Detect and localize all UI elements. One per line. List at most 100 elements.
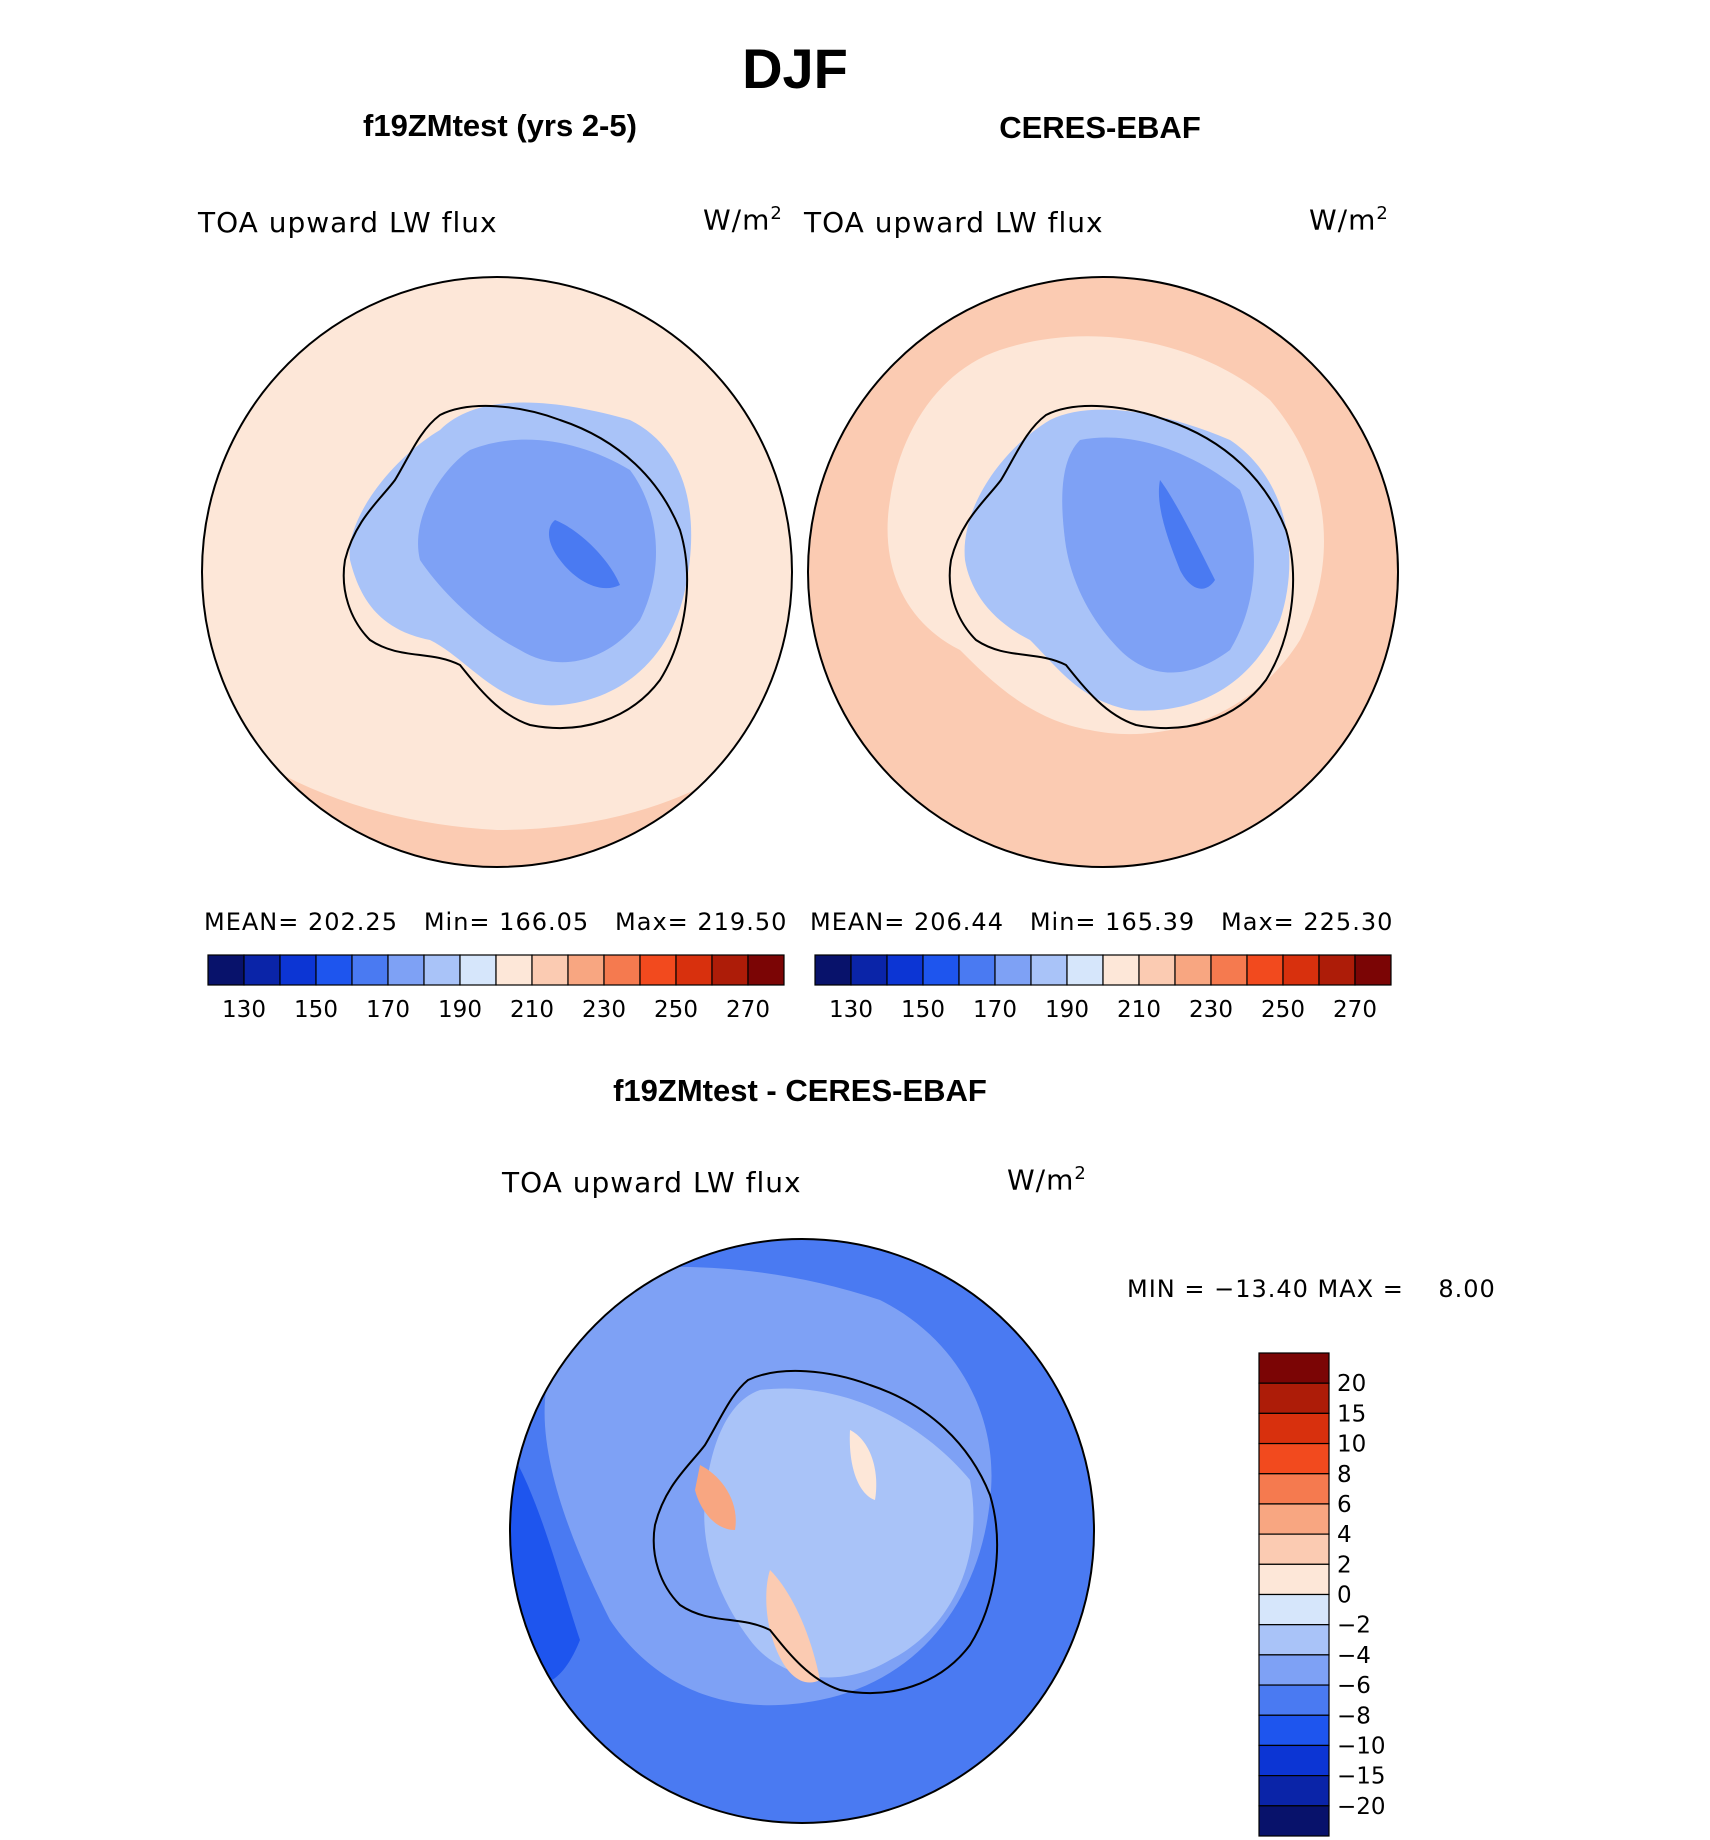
colorbar-swatch — [1258, 1714, 1330, 1747]
left-antarctica-coast — [342, 404, 689, 729]
colorbar-swatch — [958, 954, 996, 986]
right-map-border — [807, 276, 1399, 868]
diff-ross-high — [766, 1570, 820, 1683]
left-map-border — [201, 276, 793, 868]
colorbar-swatch — [1318, 954, 1356, 986]
right-antarctica-coast — [948, 404, 1295, 729]
colorbar-swatch — [1258, 1744, 1330, 1777]
colorbar-swatch — [994, 954, 1032, 986]
colorbar-tick-label: 170 — [366, 997, 410, 1023]
left-colorbar: 130 150 170 190 210 230 250 270 — [207, 954, 785, 1023]
colorbar-swatch — [850, 954, 888, 986]
diff-peninsula-high — [695, 1465, 736, 1530]
colorbar-tick-label: 0 — [1337, 1583, 1352, 1609]
colorbar-swatch — [1138, 954, 1176, 986]
diff-plateau-high — [849, 1430, 877, 1500]
left-stats: MEAN= 202.25 Min= 166.05 Max= 219.50 — [204, 908, 788, 936]
colorbar-swatch — [1258, 1624, 1330, 1656]
colorbar-tick-label: 250 — [654, 997, 698, 1023]
right-stats: MEAN= 206.44 Min= 165.39 Max= 225.30 — [810, 908, 1394, 936]
colorbar-tick-label: −6 — [1337, 1673, 1371, 1699]
colorbar-swatch — [1354, 954, 1392, 986]
colorbar-tick-label: 270 — [726, 997, 770, 1023]
colorbar-tick-label: 210 — [510, 997, 554, 1023]
colorbar-swatch — [243, 954, 281, 986]
colorbar-swatch — [711, 954, 749, 986]
colorbar-swatch — [1258, 1805, 1330, 1837]
colorbar-tick-label: 150 — [901, 997, 945, 1023]
right-units-label: W/m2 — [1309, 203, 1389, 237]
right-ice-min — [1158, 480, 1215, 589]
colorbar-tick-label: 210 — [1117, 997, 1161, 1023]
colorbar-swatch — [1282, 954, 1320, 986]
colorbar-swatch — [1258, 1352, 1330, 1384]
colorbar-swatch — [1102, 954, 1140, 986]
colorbar-swatch — [1258, 1654, 1330, 1686]
right-ice-core — [1062, 437, 1254, 673]
diff-antarctica-coast — [652, 1369, 999, 1694]
left-variable-label: TOA upward LW flux — [198, 206, 498, 239]
colorbar-swatch — [603, 954, 641, 986]
left-units-label: W/m2 — [703, 203, 783, 237]
left-ice-core — [418, 439, 657, 663]
colorbar-swatch — [459, 954, 497, 986]
colorbar-swatch — [1174, 954, 1212, 986]
diff-stats: MIN = −13.40 MAX = 8.00 — [1127, 1275, 1496, 1303]
colorbar-swatch — [315, 954, 353, 986]
colorbar-tick-label: 150 — [294, 997, 338, 1023]
colorbar-tick-label: −4 — [1337, 1643, 1371, 1669]
colorbar-tick-label: 10 — [1337, 1432, 1366, 1458]
colorbar-tick-label: 130 — [829, 997, 873, 1023]
colorbar-swatch — [351, 954, 389, 986]
colorbar-tick-label: 250 — [1261, 997, 1305, 1023]
colorbar-swatch — [886, 954, 924, 986]
colorbar-swatch — [1210, 954, 1248, 986]
colorbar-swatch — [1066, 954, 1104, 986]
colorbar-swatch — [747, 954, 785, 986]
left-panel-title: f19ZMtest (yrs 2-5) — [363, 108, 637, 143]
colorbar-swatch — [675, 954, 713, 986]
colorbar-tick-label: 20 — [1337, 1371, 1366, 1397]
colorbar-swatch — [531, 954, 569, 986]
colorbar-swatch — [1258, 1382, 1330, 1414]
right-variable-label: TOA upward LW flux — [804, 206, 1104, 239]
colorbar-tick-label: 270 — [1333, 997, 1377, 1023]
colorbar-swatch — [387, 954, 425, 986]
colorbar-swatch — [1030, 954, 1068, 986]
diff-units-label: W/m2 — [1007, 1163, 1087, 1197]
colorbar-tick-label: 190 — [1045, 997, 1089, 1023]
colorbar-tick-label: −10 — [1337, 1733, 1386, 1759]
colorbar-swatch — [1258, 1442, 1330, 1475]
colorbar-tick-label: 2 — [1337, 1552, 1352, 1578]
colorbar-swatch — [1246, 954, 1284, 986]
colorbar-swatch — [922, 954, 960, 986]
left-ice-min — [548, 520, 620, 589]
colorbar-swatch — [1258, 1503, 1330, 1535]
diff-map-fields — [510, 1239, 1094, 1823]
colorbar-tick-label: 170 — [973, 997, 1017, 1023]
colorbar-tick-label: −15 — [1337, 1764, 1386, 1790]
colorbar-swatch — [1258, 1473, 1330, 1505]
colorbar-swatch — [1258, 1684, 1330, 1716]
colorbar-tick-label: 6 — [1337, 1492, 1352, 1518]
colorbar-swatch — [1258, 1412, 1330, 1445]
colorbar-tick-label: 4 — [1337, 1522, 1352, 1548]
colorbar-tick-label: −8 — [1337, 1703, 1371, 1729]
diff-map-border — [509, 1238, 1095, 1824]
colorbar-tick-label: 230 — [582, 997, 626, 1023]
colorbar-swatch — [1258, 1533, 1330, 1565]
colorbar-tick-label: −20 — [1337, 1794, 1386, 1820]
colorbar-swatch — [1258, 1563, 1330, 1596]
diff-panel-title: f19ZMtest - CERES-EBAF — [613, 1073, 987, 1108]
colorbar-tick-label: 130 — [222, 997, 266, 1023]
colorbar-tick-label: 190 — [438, 997, 482, 1023]
colorbar-swatch — [639, 954, 677, 986]
colorbar-swatch — [814, 954, 852, 986]
colorbar-swatch — [567, 954, 605, 986]
right-panel-title: CERES-EBAF — [999, 110, 1201, 145]
